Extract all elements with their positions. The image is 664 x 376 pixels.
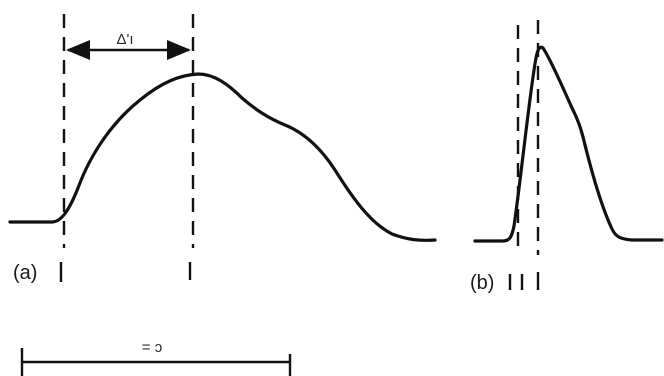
panel-b-label: (b) (470, 272, 494, 294)
scale-bar: = ɔ (20, 339, 292, 376)
panel-a-label: (a) (13, 262, 37, 284)
pulse-b-curve (473, 45, 664, 243)
pulse-a-curve (8, 72, 437, 242)
panel-a: Δ'ı (a) (8, 14, 437, 284)
panel-b: (b) (470, 20, 664, 294)
interval-label-a: Δ'ı (116, 31, 133, 48)
scale-bar-label: = ɔ (142, 339, 162, 356)
